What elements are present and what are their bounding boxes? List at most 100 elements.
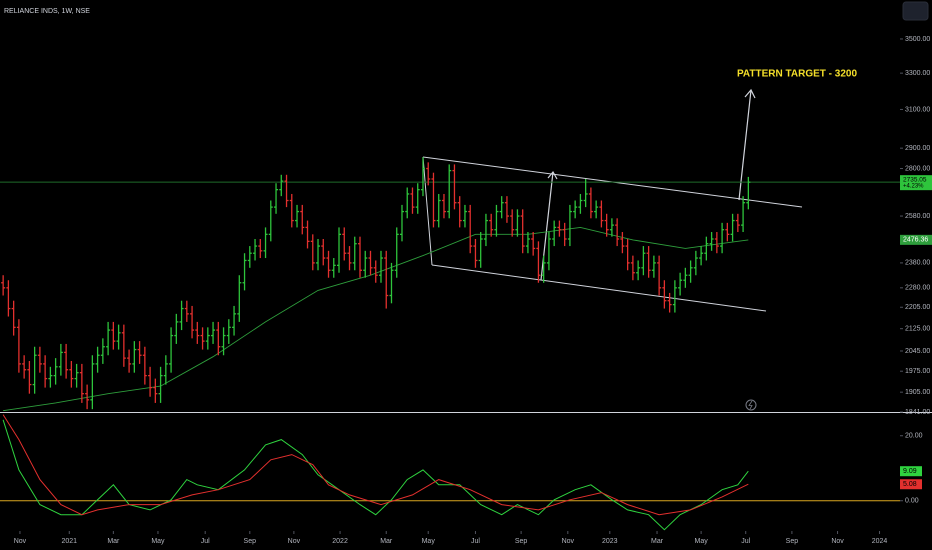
ohlc-bar — [300, 204, 305, 235]
ohlc-bar — [578, 193, 583, 214]
x-tick-label: Nov — [288, 538, 301, 545]
arrow-head — [744, 88, 756, 99]
ohlc-bar — [499, 196, 504, 219]
ohlc-bar — [420, 157, 425, 197]
ohlc-bar — [69, 361, 74, 388]
ohlc-bar — [211, 321, 216, 344]
ohlc-bar — [289, 193, 294, 228]
osc-line — [2, 419, 749, 531]
x-tick-label: 2021 — [61, 538, 77, 545]
ohlc-bar — [431, 172, 436, 228]
channel-lower — [431, 264, 767, 312]
annotation: PATTERN TARGET - 3200 — [737, 69, 857, 80]
ohlc-bar — [457, 196, 462, 228]
y-tick-label: 3500.00 — [905, 36, 930, 43]
ohlc-bar — [646, 246, 651, 278]
ohlc-bar — [316, 239, 321, 271]
ohlc-bar — [11, 300, 16, 336]
ohlc-bar — [163, 355, 168, 385]
ohlc-bar — [274, 183, 279, 214]
ohlc-bar — [494, 204, 499, 237]
ohlc-bar — [358, 236, 362, 278]
ohlc-bar — [321, 239, 326, 266]
replay-icon-bolt — [748, 400, 753, 410]
replay-icon[interactable] — [745, 399, 757, 411]
arrow — [540, 171, 554, 281]
ohlc-bar — [562, 222, 567, 247]
ohlc-bar — [263, 227, 268, 259]
ohlc-bar — [657, 255, 662, 296]
osc-line — [2, 414, 749, 516]
ohlc-bar — [389, 262, 394, 304]
ohlc-bar — [142, 346, 147, 385]
ohlc-bar — [620, 232, 625, 254]
x-tick-label: Mar — [651, 538, 664, 545]
ohlc-bar — [583, 178, 588, 208]
x-tick-label: Sep — [244, 538, 257, 545]
ohlc-bar — [195, 321, 200, 344]
ohlc-bar — [111, 321, 116, 350]
x-tick-label: Nov — [562, 538, 575, 545]
last-price-box — [900, 175, 932, 191]
ohlc-bar — [121, 324, 126, 367]
ohlc-bar — [169, 327, 174, 373]
x-tick-label: May — [694, 538, 708, 545]
x-tick-label: May — [151, 538, 165, 545]
ohlc-bar — [116, 324, 121, 350]
ohlc-bar — [536, 241, 541, 283]
x-tick-label: May — [422, 538, 436, 545]
ohlc-bar — [436, 193, 441, 228]
ohlc-bar — [615, 218, 620, 247]
ohlc-bar — [342, 227, 347, 261]
ohlc-bar — [557, 220, 562, 237]
ohlc-bar — [43, 355, 48, 388]
ohlc-bar — [268, 200, 273, 242]
y-tick-label: 2800.00 — [905, 165, 930, 172]
x-tick-label: Mar — [107, 538, 120, 545]
ohlc-bar — [305, 220, 310, 249]
ohlc-bar — [242, 253, 247, 291]
osc-y-tick-label: 20.00 — [905, 433, 923, 440]
ohlc-bar — [368, 250, 373, 276]
ohlc-bar — [520, 209, 525, 254]
ohlc-bar — [588, 187, 593, 219]
ohlc-bar — [226, 319, 231, 344]
ohlc-bar — [48, 366, 53, 388]
osc-value-label: 5.08 — [903, 481, 917, 488]
x-tick-label: Sep — [786, 538, 799, 545]
osc-value-box — [900, 466, 922, 477]
ohlc-bar — [720, 222, 725, 254]
ohlc-bar — [410, 187, 415, 214]
ohlc-bar — [662, 280, 667, 309]
ohlc-bar — [221, 327, 226, 356]
ohlc-bar — [678, 272, 683, 296]
ohlc-bar — [137, 341, 142, 364]
ohlc-bar — [253, 239, 258, 261]
ohlc-bar — [95, 346, 100, 373]
ohlc-bar — [53, 358, 58, 385]
ohlc-bar — [337, 227, 342, 273]
menu-button[interactable] — [902, 1, 929, 21]
ohlc-bar — [609, 218, 614, 237]
ohlc-bar — [100, 338, 105, 364]
ohlc-bar — [741, 196, 746, 233]
ma-value-label: 2476.36 — [903, 237, 928, 244]
ohlc-bar — [200, 327, 205, 350]
ohlc-bar — [405, 187, 410, 219]
ohlc-bar — [373, 260, 378, 283]
ohlc-bar — [531, 232, 536, 256]
ohlc-bar — [525, 232, 530, 254]
ohlc-bar — [746, 176, 751, 210]
ohlc-bar — [184, 300, 189, 322]
ohlc-bar — [363, 250, 368, 278]
y-tick-label: 3100.00 — [905, 106, 930, 113]
ohlc-bar — [462, 204, 467, 228]
ohlc-bar — [32, 346, 37, 394]
ohlc-bar — [552, 220, 557, 247]
ohlc-bar — [331, 258, 336, 278]
ohlc-bar — [284, 174, 289, 208]
ohlc-bar — [158, 366, 163, 403]
ohlc-bar — [730, 213, 735, 242]
ohlc-bar — [58, 343, 63, 376]
